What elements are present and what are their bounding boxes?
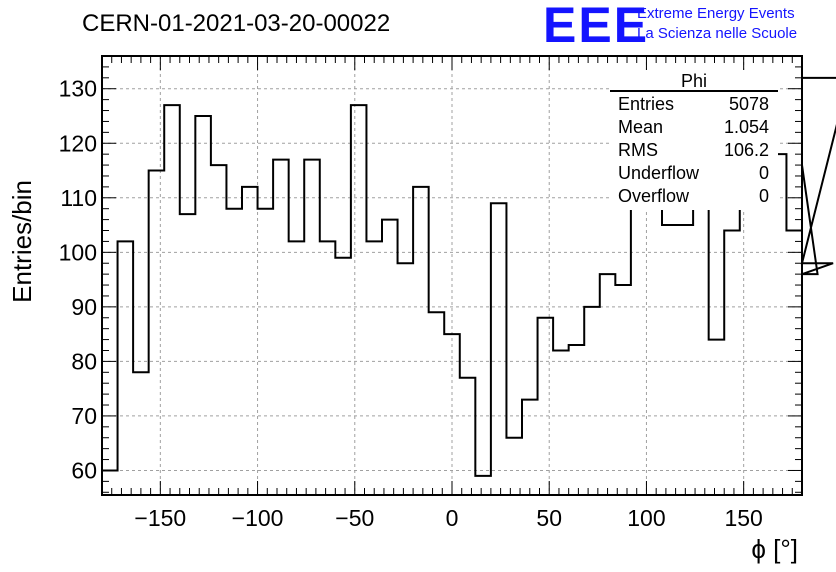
y-tick-label: 80 [71,348,97,374]
org-subtitle: La Scienza nelle Scuole [637,25,798,42]
y-tick-label: 70 [71,403,97,429]
run-title: CERN-01-2021-03-20-00022 [82,10,391,37]
y-tick-label: 100 [59,239,97,265]
y-axis-title: Entries/bin [7,180,37,303]
x-tick-label: 150 [724,505,762,531]
stats-background [610,70,778,210]
y-tick-label: 60 [71,457,97,483]
axis-ticks [102,55,802,495]
stats-label: Overflow [618,186,690,206]
x-tick-label: 100 [627,505,665,531]
stats-label: RMS [618,140,658,160]
stats-label: Mean [618,117,663,137]
org-name: Extreme Energy Events [637,5,795,22]
stats-value: 106.2 [724,140,769,160]
x-tick-label: 50 [536,505,562,531]
stats-label: Entries [618,94,674,114]
x-axis-title: ϕ [°] [751,534,798,564]
y-tick-label: 130 [59,76,97,102]
y-tick-labels: 60 70 80 90 100 110 120 130 [59,76,97,484]
stats-value: 0 [759,186,769,206]
stats-label: Underflow [618,163,700,183]
stats-box: Phi Entries 5078 Mean 1.054 RMS 106.2 Underflo… [610,70,778,210]
stats-title: Phi [681,71,707,91]
stats-value: 1.054 [724,117,769,137]
y-tick-label: 90 [71,294,97,320]
y-tick-label: 120 [59,130,97,156]
x-tick-label: −100 [232,505,284,531]
x-tick-labels: −150 −100 −50 0 50 100 150 [134,505,762,531]
x-tick-label: 0 [446,505,459,531]
histogram-line [102,76,836,477]
stats-rows: Entries 5078 Mean 1.054 RMS 106.2 Underflow 0 Ov… [618,94,769,206]
x-tick-label: −50 [335,505,374,531]
stats-value: 5078 [729,94,769,114]
stats-value: 0 [759,163,769,183]
eee-logo: EEE [543,0,650,53]
y-tick-label: 110 [60,185,97,211]
x-tick-label: −150 [134,505,186,531]
